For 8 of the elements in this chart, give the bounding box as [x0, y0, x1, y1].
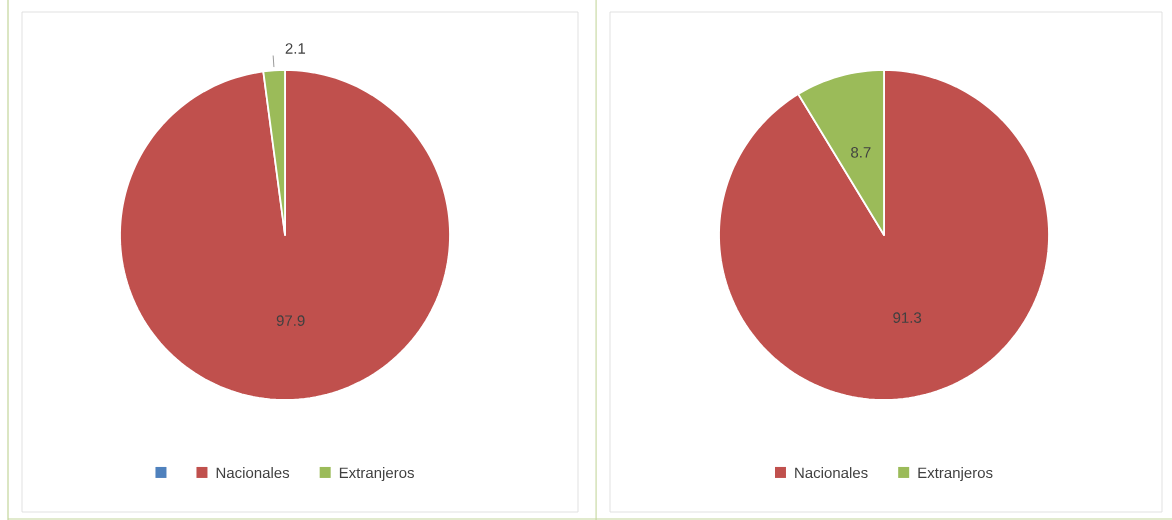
data-label: 91.3: [893, 312, 922, 323]
legend-label: Extranjeros: [918, 467, 993, 482]
data-label: 8.7: [851, 147, 871, 158]
data-label: 2.1: [285, 43, 306, 54]
legend-label: Extranjeros: [339, 467, 414, 482]
data-label: 97.9: [276, 315, 305, 326]
legend-label: Nacionales: [795, 467, 868, 479]
legend-label: Nacionales: [216, 467, 290, 479]
